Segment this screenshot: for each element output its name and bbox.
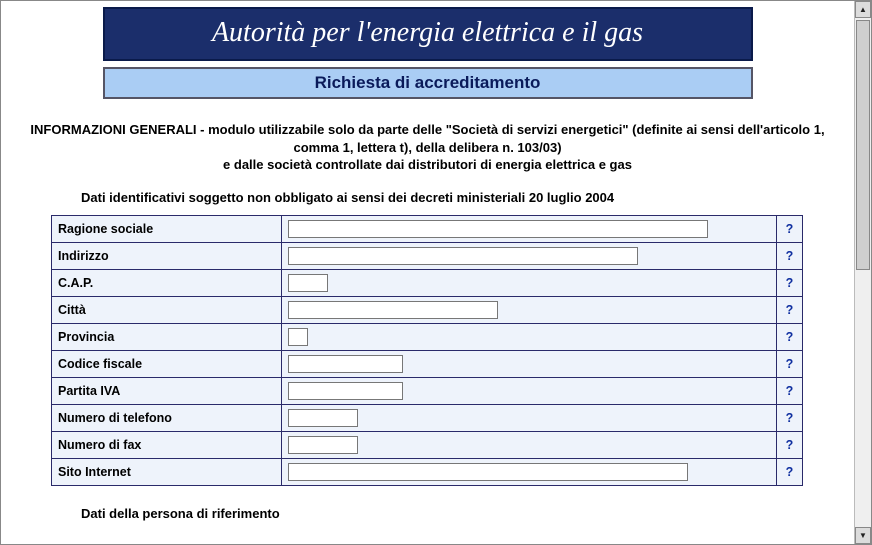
field-cell-citta <box>282 296 777 323</box>
section1-heading: Dati identificativi soggetto non obbliga… <box>11 190 844 205</box>
table-row: C.A.P.? <box>52 269 803 296</box>
indirizzo-input[interactable] <box>288 247 638 265</box>
field-cell-ragione_sociale <box>282 215 777 242</box>
banner-subtitle: Richiesta di accreditamento <box>103 67 753 99</box>
help-icon[interactable]: ? <box>777 269 803 296</box>
codice_fiscale-input[interactable] <box>288 355 403 373</box>
field-label-sito: Sito Internet <box>52 458 282 485</box>
help-icon[interactable]: ? <box>777 431 803 458</box>
cap-input[interactable] <box>288 274 328 292</box>
banner: Autorità per l'energia elettrica e il ga… <box>103 7 753 99</box>
field-label-ragione_sociale: Ragione sociale <box>52 215 282 242</box>
table-row: Città? <box>52 296 803 323</box>
field-cell-provincia <box>282 323 777 350</box>
help-icon[interactable]: ? <box>777 404 803 431</box>
scroll-thumb[interactable] <box>856 20 870 270</box>
table-row: Partita IVA? <box>52 377 803 404</box>
field-cell-telefono <box>282 404 777 431</box>
help-icon[interactable]: ? <box>777 296 803 323</box>
help-icon[interactable]: ? <box>777 323 803 350</box>
field-cell-partita_iva <box>282 377 777 404</box>
telefono-input[interactable] <box>288 409 358 427</box>
sito-input[interactable] <box>288 463 688 481</box>
help-icon[interactable]: ? <box>777 377 803 404</box>
info-line1-strong: INFORMAZIONI GENERALI <box>30 122 196 137</box>
table-row: Indirizzo? <box>52 242 803 269</box>
scroll-track[interactable] <box>855 18 871 527</box>
info-line2: comma 1, lettera t), della delibera n. 1… <box>293 140 561 155</box>
help-icon[interactable]: ? <box>777 350 803 377</box>
fax-input[interactable] <box>288 436 358 454</box>
help-icon[interactable]: ? <box>777 242 803 269</box>
field-label-cap: C.A.P. <box>52 269 282 296</box>
info-text: INFORMAZIONI GENERALI - modulo utilizzab… <box>19 121 836 174</box>
scroll-down-button[interactable]: ▼ <box>855 527 871 544</box>
table-row: Numero di telefono? <box>52 404 803 431</box>
banner-title: Autorità per l'energia elettrica e il ga… <box>103 7 753 61</box>
form-table: Ragione sociale?Indirizzo?C.A.P.?Città?P… <box>51 215 803 486</box>
help-icon[interactable]: ? <box>777 215 803 242</box>
field-label-telefono: Numero di telefono <box>52 404 282 431</box>
page-scroll-area: Autorità per l'energia elettrica e il ga… <box>1 1 854 544</box>
app-window: Autorità per l'energia elettrica e il ga… <box>0 0 872 545</box>
field-label-indirizzo: Indirizzo <box>52 242 282 269</box>
partita_iva-input[interactable] <box>288 382 403 400</box>
field-label-provincia: Provincia <box>52 323 282 350</box>
field-label-fax: Numero di fax <box>52 431 282 458</box>
field-label-codice_fiscale: Codice fiscale <box>52 350 282 377</box>
info-line3: e dalle società controllate dai distribu… <box>223 157 632 172</box>
field-cell-codice_fiscale <box>282 350 777 377</box>
citta-input[interactable] <box>288 301 498 319</box>
help-icon[interactable]: ? <box>777 458 803 485</box>
field-label-partita_iva: Partita IVA <box>52 377 282 404</box>
field-label-citta: Città <box>52 296 282 323</box>
page-content: Autorità per l'energia elettrica e il ga… <box>1 7 854 521</box>
ragione_sociale-input[interactable] <box>288 220 708 238</box>
table-row: Numero di fax? <box>52 431 803 458</box>
section2-heading: Dati della persona di riferimento <box>11 506 844 521</box>
vertical-scrollbar[interactable]: ▲ ▼ <box>854 1 871 544</box>
info-line1-rest: - modulo utilizzabile solo da parte dell… <box>197 122 825 137</box>
field-cell-indirizzo <box>282 242 777 269</box>
table-row: Provincia? <box>52 323 803 350</box>
table-row: Codice fiscale? <box>52 350 803 377</box>
field-cell-fax <box>282 431 777 458</box>
table-row: Sito Internet? <box>52 458 803 485</box>
scroll-up-button[interactable]: ▲ <box>855 1 871 18</box>
provincia-input[interactable] <box>288 328 308 346</box>
field-cell-cap <box>282 269 777 296</box>
field-cell-sito <box>282 458 777 485</box>
table-row: Ragione sociale? <box>52 215 803 242</box>
